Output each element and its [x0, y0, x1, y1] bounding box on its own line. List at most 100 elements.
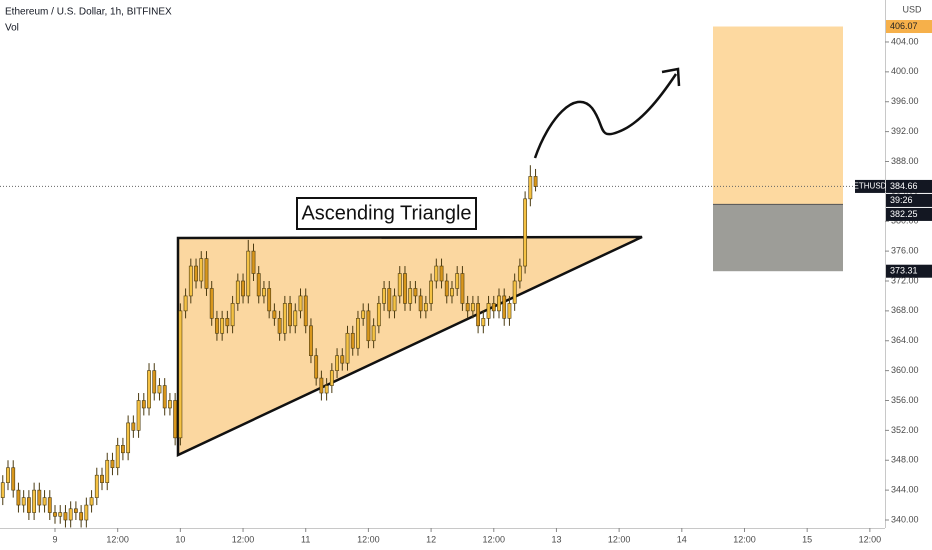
x-tick-label: 11 — [301, 534, 310, 544]
candle-body — [423, 303, 428, 312]
stop-zone — [713, 204, 843, 272]
candle-body — [356, 318, 360, 349]
candle-body — [21, 497, 26, 506]
y-tick-label: 388.00 — [891, 156, 919, 166]
candle-body — [335, 355, 339, 371]
candle-body — [188, 265, 193, 297]
y-tick-label: 340.00 — [891, 514, 919, 524]
candle-body — [178, 310, 183, 439]
triangle-pattern — [176, 235, 643, 457]
candle-body — [225, 318, 230, 327]
candle-body — [298, 295, 303, 312]
candle-body — [152, 370, 157, 394]
entry-label-bg — [886, 207, 932, 221]
candle-body — [267, 288, 272, 312]
candle-body — [63, 512, 68, 521]
candle-body — [444, 280, 449, 297]
candle-body — [387, 288, 392, 312]
stop-label: 373.31 — [890, 266, 918, 276]
candle-body — [533, 176, 538, 187]
candle-body — [361, 310, 366, 319]
symbol-label-bg — [855, 179, 885, 193]
annotation-box — [296, 197, 477, 230]
candle-body — [429, 280, 433, 304]
candle-body — [408, 288, 413, 304]
candle-body — [340, 355, 345, 364]
candle-body — [58, 512, 63, 517]
x-tick-label: 9 — [52, 534, 57, 544]
candle-body — [481, 318, 486, 327]
candle-body — [345, 332, 350, 364]
candle-body — [37, 489, 42, 506]
x-tick-label: 12:00 — [608, 534, 631, 544]
annotation-text: Ascending Triangle — [301, 202, 471, 224]
candle-body — [131, 422, 136, 431]
candle-body — [403, 273, 407, 304]
x-tick-label: 13 — [551, 534, 561, 544]
target-label: 406.07 — [890, 21, 918, 31]
candle-body — [126, 422, 131, 454]
candle-body — [293, 310, 298, 327]
candle-body — [450, 288, 454, 297]
candle-body — [220, 318, 225, 334]
candle-body — [230, 303, 235, 327]
drawings: Ascending Triangle — [176, 67, 681, 457]
candle-body — [204, 258, 209, 289]
candle-body — [413, 288, 418, 297]
chart-title: Ethereum / U.S. Dollar, 1h, BITFINEX — [5, 7, 172, 18]
y-tick-label: 392.00 — [891, 126, 919, 136]
candle-body — [147, 370, 151, 409]
candle-body — [366, 310, 371, 342]
candle-body — [110, 459, 115, 469]
candle-body — [32, 489, 37, 513]
candle-body — [465, 303, 470, 312]
candle-body — [303, 295, 308, 327]
candle-body — [455, 273, 460, 289]
candle-body — [277, 318, 282, 334]
candle-body — [397, 273, 402, 297]
candle-body — [168, 400, 172, 409]
candle-body — [157, 385, 162, 394]
x-tick-label: 12:00 — [733, 534, 756, 544]
y-tick-label: 364.00 — [891, 335, 919, 345]
candle-body — [523, 198, 528, 267]
symbol-label: ETHUSD — [854, 182, 887, 191]
candle-body — [376, 303, 381, 327]
y-tick-label: 356.00 — [891, 395, 919, 405]
candle-body — [350, 332, 355, 349]
candle-body — [528, 176, 533, 200]
y-tick-label: 368.00 — [891, 305, 919, 315]
candle-body — [324, 385, 329, 394]
candle-body — [288, 303, 292, 327]
candle-body — [309, 325, 313, 356]
y-tick-label: 360.00 — [891, 365, 919, 375]
x-tick-label: 12 — [426, 534, 436, 544]
candle-body — [6, 467, 10, 483]
entry-label: 382.25 — [890, 209, 918, 219]
candle-body — [173, 400, 178, 439]
candle-body — [241, 280, 245, 297]
candle-body — [84, 504, 89, 521]
x-tick-label: 12:00 — [232, 534, 255, 544]
candle-body — [319, 377, 324, 394]
candle-body — [26, 497, 31, 513]
x-tick-label: 15 — [802, 534, 812, 544]
candle-body — [42, 497, 47, 506]
candle-body — [89, 497, 94, 506]
y-tick-label: 352.00 — [891, 425, 919, 435]
candle-body — [460, 273, 465, 304]
candle-body — [94, 474, 99, 498]
x-tick-label: 12:00 — [859, 534, 882, 544]
currency-label: USD — [902, 4, 922, 14]
candle-body — [434, 265, 439, 282]
candle-body — [136, 400, 141, 431]
countdown-label: 39:26 — [890, 195, 913, 205]
candle-body — [68, 508, 73, 521]
candle-body — [329, 370, 334, 386]
candle-body — [476, 303, 480, 327]
candle-body — [272, 310, 277, 319]
y-tick-label: 372.00 — [891, 275, 919, 285]
candle-body — [371, 325, 376, 342]
